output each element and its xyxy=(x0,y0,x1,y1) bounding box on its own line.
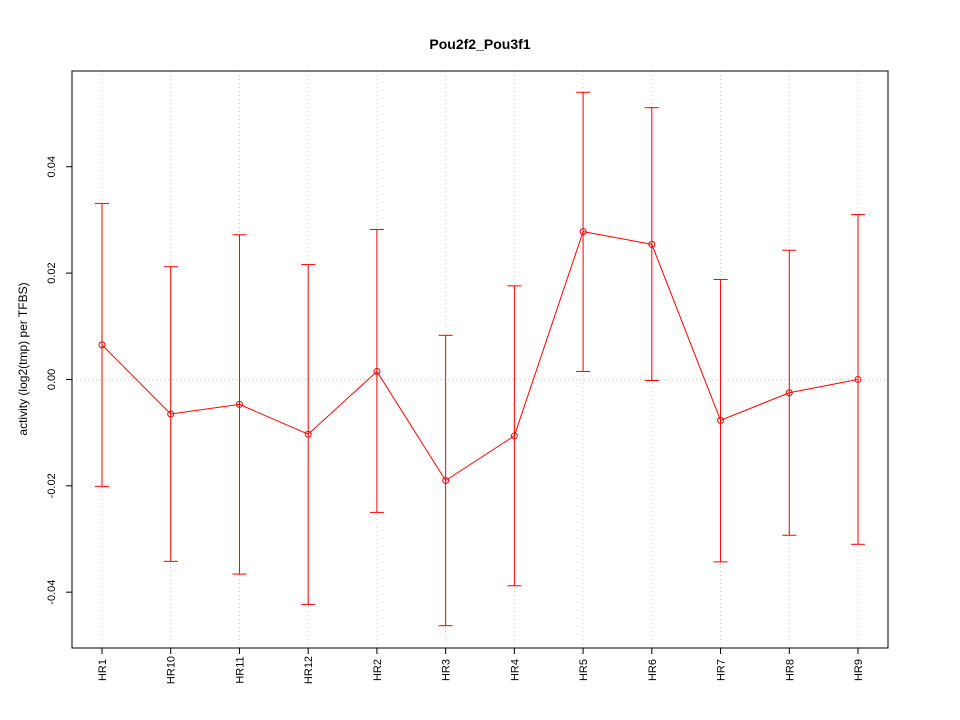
chart-title: Pou2f2_Pou3f1 xyxy=(429,36,530,52)
y-tick-label: 0.00 xyxy=(46,369,58,390)
x-tick-label: HR3 xyxy=(441,659,453,681)
y-tick-label: 0.04 xyxy=(46,156,58,177)
x-tick-label: HR5 xyxy=(578,659,590,681)
data-point xyxy=(98,341,106,349)
data-point xyxy=(442,476,450,484)
data-point xyxy=(304,430,312,438)
axes: -0.04 -0.02 0.00 0.02 0.04 HR1 HR10 HR11 HR12 HR2… xyxy=(46,156,865,684)
data-point xyxy=(854,375,862,383)
data-point xyxy=(167,410,175,418)
x-tick-label: HR12 xyxy=(303,656,315,684)
x-tick-label: HR6 xyxy=(647,659,659,681)
y-tick-label: -0.02 xyxy=(46,473,58,498)
data-point xyxy=(373,367,381,375)
y-axis-label: activity (log2(tmp) per TFBS) xyxy=(16,282,30,435)
data-point xyxy=(717,416,725,424)
x-tick-label: HR7 xyxy=(716,659,728,681)
data-point xyxy=(785,389,793,397)
x-tick-label: HR9 xyxy=(853,659,865,681)
data-marks xyxy=(95,91,865,627)
grid-lines xyxy=(72,71,888,648)
plot-frame xyxy=(71,70,889,649)
data-point xyxy=(648,240,656,248)
y-tick-label: 0.02 xyxy=(46,262,58,283)
x-tick-label: HR4 xyxy=(509,659,521,681)
y-tick-label: -0.04 xyxy=(46,580,58,605)
x-tick-label: HR10 xyxy=(166,656,178,684)
x-tick-label: HR2 xyxy=(372,659,384,681)
x-tick-label: HR11 xyxy=(234,656,246,683)
x-tick-label: HR1 xyxy=(97,659,109,681)
series-line xyxy=(101,231,859,482)
data-point xyxy=(510,432,518,440)
data-point xyxy=(235,400,243,408)
x-tick-label: HR8 xyxy=(784,659,796,681)
data-point xyxy=(579,228,587,236)
